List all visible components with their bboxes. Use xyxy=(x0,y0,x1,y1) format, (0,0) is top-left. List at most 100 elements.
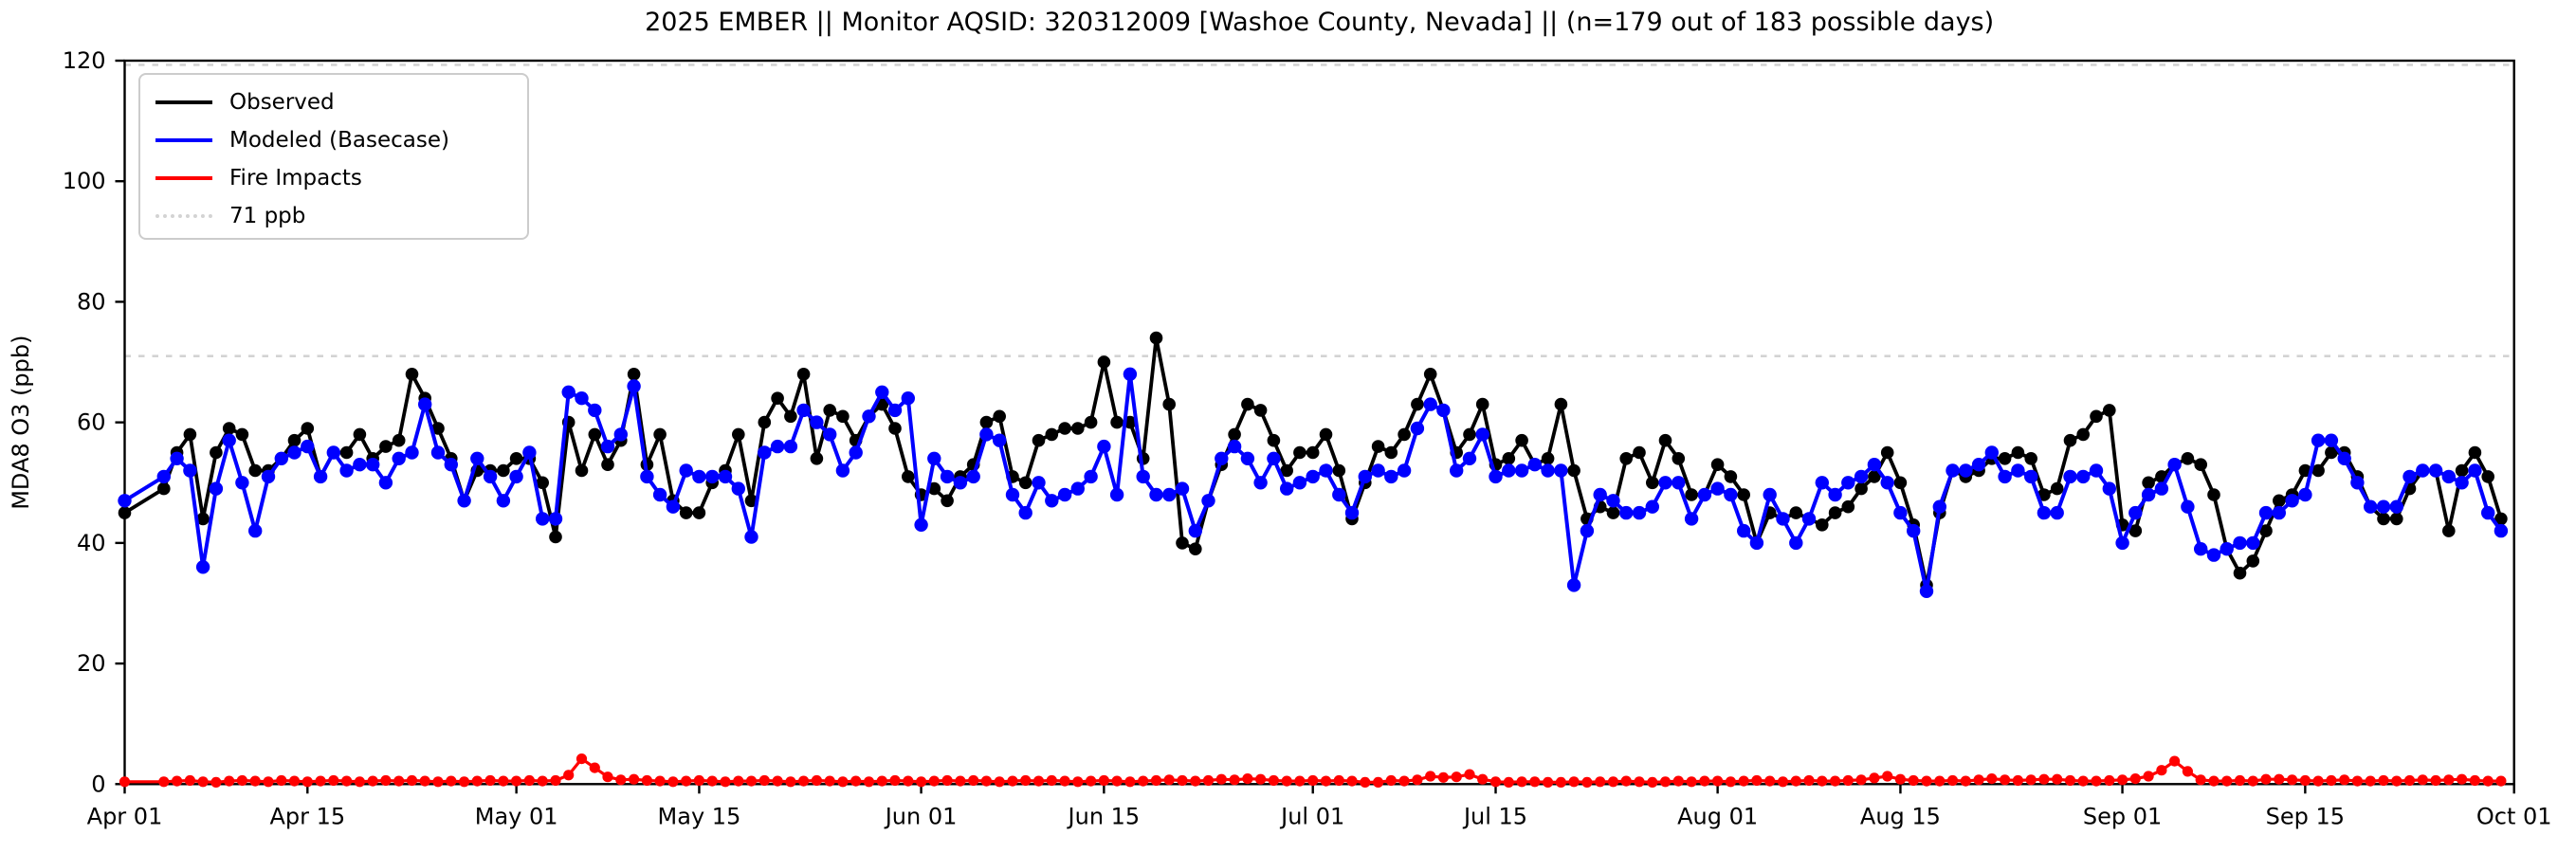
data-point-observed xyxy=(405,368,419,381)
data-point-observed xyxy=(1606,506,1620,519)
data-point-fire-impacts xyxy=(1973,774,1984,786)
data-point-modeled-basecase- xyxy=(378,476,393,490)
data-point-fire-impacts xyxy=(1634,776,1645,788)
data-point-fire-impacts xyxy=(1803,774,1815,787)
data-point-modeled-basecase- xyxy=(1828,487,1842,502)
data-point-fire-impacts xyxy=(2403,774,2416,787)
data-point-modeled-basecase- xyxy=(575,391,589,406)
modeled-line-swatch-icon xyxy=(155,138,212,142)
data-point-modeled-basecase- xyxy=(1593,487,1607,502)
data-point-modeled-basecase- xyxy=(640,469,654,484)
data-point-observed xyxy=(1097,355,1111,369)
data-point-modeled-basecase- xyxy=(1880,476,1894,490)
data-point-fire-impacts xyxy=(1503,776,1514,789)
data-point-observed xyxy=(2273,494,2286,508)
data-point-fire-impacts xyxy=(1268,774,1279,787)
data-point-fire-impacts xyxy=(459,776,470,788)
data-point-modeled-basecase- xyxy=(1136,469,1150,484)
data-point-fire-impacts xyxy=(1869,772,1880,784)
data-point-fire-impacts xyxy=(1790,775,1801,787)
data-point-fire-impacts xyxy=(1281,775,1292,787)
data-point-modeled-basecase- xyxy=(1384,469,1398,484)
data-point-fire-impacts xyxy=(889,774,901,787)
data-point-observed xyxy=(2103,404,2116,417)
chart-title: 2025 EMBER || Monitor AQSID: 320312009 [… xyxy=(645,8,1995,37)
data-point-observed xyxy=(1646,476,1659,490)
data-point-observed xyxy=(1710,458,1725,472)
data-point-observed xyxy=(1241,397,1254,411)
data-point-observed xyxy=(1998,452,2012,465)
data-point-fire-impacts xyxy=(629,773,640,785)
data-point-observed xyxy=(1084,415,1098,429)
data-point-fire-impacts xyxy=(1908,774,1919,787)
data-point-modeled-basecase- xyxy=(2285,494,2299,508)
data-point-fire-impacts xyxy=(2365,775,2376,787)
data-point-modeled-basecase- xyxy=(2481,505,2495,520)
data-point-modeled-basecase- xyxy=(679,463,693,478)
data-point-fire-impacts xyxy=(1699,775,1710,787)
data-point-observed xyxy=(2390,512,2403,526)
x-tick-label: Jun 01 xyxy=(884,803,958,829)
data-point-fire-impacts xyxy=(1190,775,1201,787)
data-point-fire-impacts xyxy=(1659,776,1672,788)
data-point-modeled-basecase- xyxy=(195,560,210,574)
data-point-modeled-basecase- xyxy=(1724,487,1738,502)
data-point-modeled-basecase- xyxy=(1240,451,1255,465)
data-point-fire-impacts xyxy=(980,775,992,787)
data-point-fire-impacts xyxy=(602,771,613,783)
data-point-fire-impacts xyxy=(1373,776,1384,789)
data-point-fire-impacts xyxy=(1777,776,1789,788)
data-point-observed xyxy=(1567,463,1580,478)
data-point-observed xyxy=(2024,452,2037,465)
data-point-fire-impacts xyxy=(641,774,653,787)
data-point-modeled-basecase- xyxy=(2089,463,2104,478)
x-tick-label: Apr 01 xyxy=(87,803,163,829)
data-point-fire-impacts xyxy=(158,776,170,788)
data-point-fire-impacts xyxy=(1020,774,1032,787)
data-point-observed xyxy=(679,506,693,519)
data-point-fire-impacts xyxy=(2052,773,2063,785)
data-point-fire-impacts xyxy=(615,774,627,786)
data-point-fire-impacts xyxy=(2482,775,2494,787)
data-point-observed xyxy=(1541,452,1555,465)
legend: Observed Modeled (Basecase) Fire Impacts… xyxy=(138,73,529,240)
data-point-fire-impacts xyxy=(1647,776,1658,789)
data-point-fire-impacts xyxy=(589,762,600,773)
data-point-fire-impacts xyxy=(1894,773,1906,785)
data-point-fire-impacts xyxy=(1242,773,1253,785)
data-point-observed xyxy=(1018,476,1032,490)
data-point-fire-impacts xyxy=(2012,774,2023,787)
data-point-fire-impacts xyxy=(733,775,744,787)
data-point-modeled-basecase- xyxy=(1175,481,1190,496)
data-point-modeled-basecase- xyxy=(1462,451,1477,465)
data-point-modeled-basecase- xyxy=(783,439,798,454)
data-point-fire-impacts xyxy=(575,753,588,765)
data-point-modeled-basecase- xyxy=(2128,505,2143,520)
data-point-observed xyxy=(2481,470,2494,483)
x-tick-label: Aug 15 xyxy=(1860,803,1941,829)
data-point-observed xyxy=(339,445,354,460)
data-point-fire-impacts xyxy=(1817,775,1828,787)
data-point-fire-impacts xyxy=(1921,775,1932,787)
data-point-observed xyxy=(1253,404,1268,417)
observed-line-swatch-icon xyxy=(155,100,212,104)
data-point-observed xyxy=(2377,512,2390,526)
data-point-observed xyxy=(222,422,236,435)
x-tick-label: May 15 xyxy=(658,803,741,829)
data-point-modeled-basecase- xyxy=(536,512,550,526)
data-point-modeled-basecase- xyxy=(940,469,955,484)
data-point-fire-impacts xyxy=(2430,774,2441,787)
data-point-observed xyxy=(1672,452,1686,465)
data-point-fire-impacts xyxy=(1620,775,1632,787)
data-point-modeled-basecase- xyxy=(1893,505,1908,520)
data-point-observed xyxy=(1502,452,1516,465)
data-point-modeled-basecase- xyxy=(2468,463,2482,478)
data-point-observed xyxy=(1854,481,1868,496)
data-point-modeled-basecase- xyxy=(731,481,745,496)
data-point-modeled-basecase- xyxy=(1841,476,1855,490)
data-point-modeled-basecase- xyxy=(339,463,354,478)
legend-label: Fire Impacts xyxy=(229,165,362,191)
data-point-modeled-basecase- xyxy=(1645,499,1660,514)
data-point-observed xyxy=(497,463,510,478)
data-point-fire-impacts xyxy=(2443,774,2455,786)
